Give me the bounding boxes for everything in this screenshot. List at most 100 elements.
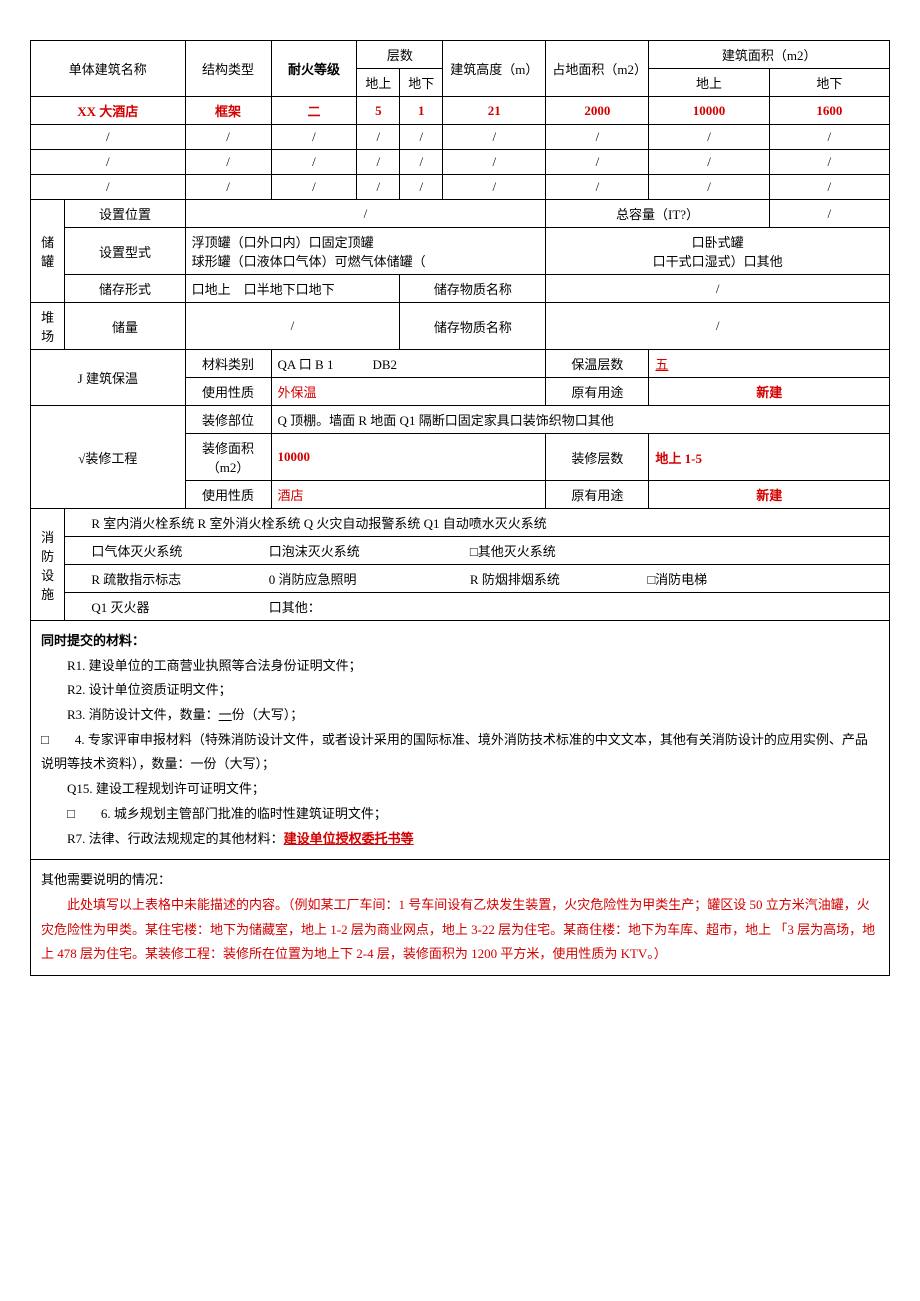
other-title: 其他需要说明的情况： (41, 868, 879, 893)
yard-amt-label: 储量 (65, 303, 185, 350)
yard-name-val: / (546, 303, 890, 350)
yard-row: 堆场 储量 / 储存物质名称 / (31, 303, 890, 350)
insul-label: J 建筑保温 (31, 350, 186, 406)
tank-pos-val: / (185, 200, 546, 228)
fire-row-4: Q1 灭火器 口其他： (31, 593, 890, 621)
r3-bab: / (769, 175, 889, 200)
h-struct: 结构类型 (185, 41, 271, 97)
fire-4a: Q1 灭火器 (91, 597, 265, 616)
insul-use-val: 外保温 (278, 385, 317, 400)
h-grade: 耐火等级 (271, 41, 357, 97)
mat-3-post: 份（大写）； (232, 707, 304, 722)
fire-3c: R 防烟排烟系统 (470, 569, 644, 588)
r3-struct: / (185, 175, 271, 200)
tank-sn-val: / (546, 275, 890, 303)
tank-pos-label: 设置位置 (65, 200, 185, 228)
decor-label: √装修工程 (31, 406, 186, 509)
r2-name: / (31, 150, 186, 175)
r2-bab: / (769, 150, 889, 175)
r2-height: / (443, 150, 546, 175)
fire-2c: □其他灭火系统 (470, 541, 668, 560)
yard-name-label: 储存物质名称 (400, 303, 546, 350)
fire-line3: R 疏散指示标志 0 消防应急照明 R 防烟排烟系统 □消防电梯 (65, 565, 890, 593)
h-land: 占地面积（m2） (546, 41, 649, 97)
mat-3-pre: R3. 消防设计文件，数量： (67, 707, 219, 722)
r3-land: / (546, 175, 649, 200)
decor-area-label: 装修面积（m2） (185, 434, 271, 481)
tank-cap-label: 总容量（IT?） (546, 200, 769, 228)
r0-above: 5 (357, 97, 400, 125)
mat-3-num: 一 (219, 707, 232, 722)
r2-above: / (357, 150, 400, 175)
r2-land: / (546, 150, 649, 175)
decor-layer-label: 装修层数 (546, 434, 649, 481)
mat-4: □ 4. 专家评审申报材料（特殊消防设计文件，或者设计采用的国际标准、境外消防技… (41, 728, 879, 777)
r0-bab: 1600 (769, 97, 889, 125)
tank-form-right: 口卧式罐 口干式口湿式）口其他 (546, 228, 890, 275)
decor-row-1: √装修工程 装修部位 Q 顶棚。墙面 R 地面 Q1 隔断口固定家具口装饰织物口… (31, 406, 890, 434)
tank-form-l2: 球形罐（口液体口气体）可燃气体储罐（ (192, 254, 426, 269)
h-floors: 层数 (357, 41, 443, 69)
r3-name: / (31, 175, 186, 200)
tank-form-r2: 口干式口湿式）口其他 (653, 254, 783, 269)
yard-amt-val: / (185, 303, 400, 350)
insul-layer-val: 五 (655, 357, 668, 372)
insul-orig-label: 原有用途 (546, 378, 649, 406)
insul-mat-val: QA 口 B 1 DB2 (271, 350, 546, 378)
r3-grade: / (271, 175, 357, 200)
tank-sn-label: 储存物质名称 (400, 275, 546, 303)
decor-part-label: 装修部位 (185, 406, 271, 434)
main-table: 单体建筑名称 结构类型 耐火等级 层数 建筑高度（m） 占地面积（m2） 建筑面… (30, 40, 890, 621)
r1-height: / (443, 125, 546, 150)
r1-bab: / (769, 125, 889, 150)
tank-form-l1: 浮顶罐（口外口内）口固定顶罐 (192, 235, 374, 250)
r1-below: / (400, 125, 443, 150)
r0-baa: 10000 (649, 97, 769, 125)
fire-3a: R 疏散指示标志 (91, 569, 265, 588)
r2-struct: / (185, 150, 271, 175)
r1-above: / (357, 125, 400, 150)
h-below: 地下 (400, 69, 443, 97)
r2-grade: / (271, 150, 357, 175)
h-ba-above: 地上 (649, 69, 769, 97)
materials-title: 同时提交的材料： (41, 629, 879, 654)
r1-struct: / (185, 125, 271, 150)
decor-use-val: 酒店 (278, 488, 304, 503)
fire-line1: R 室内消火栓系统 R 室外消火栓系统 Q 火灾自动报警系统 Q1 自动喷水灭火… (65, 509, 890, 537)
yard-label: 堆场 (31, 303, 65, 350)
insul-orig-val: 新建 (756, 385, 782, 400)
header-row-1: 单体建筑名称 结构类型 耐火等级 层数 建筑高度（m） 占地面积（m2） 建筑面… (31, 41, 890, 69)
h-height: 建筑高度（m） (443, 41, 546, 97)
tank-form-left: 浮顶罐（口外口内）口固定顶罐 球形罐（口液体口气体）可燃气体储罐（ (185, 228, 546, 275)
mat-1: R1. 建设单位的工商营业执照等合法身份证明文件； (41, 654, 879, 679)
r3-baa: / (649, 175, 769, 200)
fire-row-1: 消防设施 R 室内消火栓系统 R 室外消火栓系统 Q 火灾自动报警系统 Q1 自… (31, 509, 890, 537)
r0-height: 21 (443, 97, 546, 125)
h-barea: 建筑面积（m2） (649, 41, 890, 69)
tank-form-label: 设置型式 (65, 228, 185, 275)
decor-part-val: Q 顶棚。墙面 R 地面 Q1 隔断口固定家具口装饰织物口其他 (271, 406, 890, 434)
r1-grade: / (271, 125, 357, 150)
tank-form-r1: 口卧式罐 (692, 235, 744, 250)
mat-6: □ 6. 城乡规划主管部门批准的临时性建筑证明文件； (41, 802, 879, 827)
fire-2b: 口泡沫灭火系统 (269, 541, 467, 560)
tank-row-1: 储罐 设置位置 / 总容量（IT?） / (31, 200, 890, 228)
h-building-name: 单体建筑名称 (31, 41, 186, 97)
data-row-0: XX 大酒店 框架 二 5 1 21 2000 10000 1600 (31, 97, 890, 125)
tank-label: 储罐 (31, 200, 65, 303)
r0-land: 2000 (546, 97, 649, 125)
mat-7-pre: R7. 法律、行政法规规定的其他材料： (67, 831, 284, 846)
decor-area-val: 10000 (278, 449, 311, 464)
data-row-1: / / / / / / / / / (31, 125, 890, 150)
r0-name: XX 大酒店 (31, 97, 186, 125)
data-row-3: / / / / / / / / / (31, 175, 890, 200)
mat-2: R2. 设计单位资质证明文件； (41, 678, 879, 703)
fire-3d: □消防电梯 (647, 569, 789, 588)
r3-below: / (400, 175, 443, 200)
r3-above: / (357, 175, 400, 200)
r2-baa: / (649, 150, 769, 175)
tank-cap-val: / (769, 200, 889, 228)
insul-use-label: 使用性质 (185, 378, 271, 406)
insul-mat-label: 材料类别 (185, 350, 271, 378)
insul-row-1: J 建筑保温 材料类别 QA 口 B 1 DB2 保温层数 五 (31, 350, 890, 378)
